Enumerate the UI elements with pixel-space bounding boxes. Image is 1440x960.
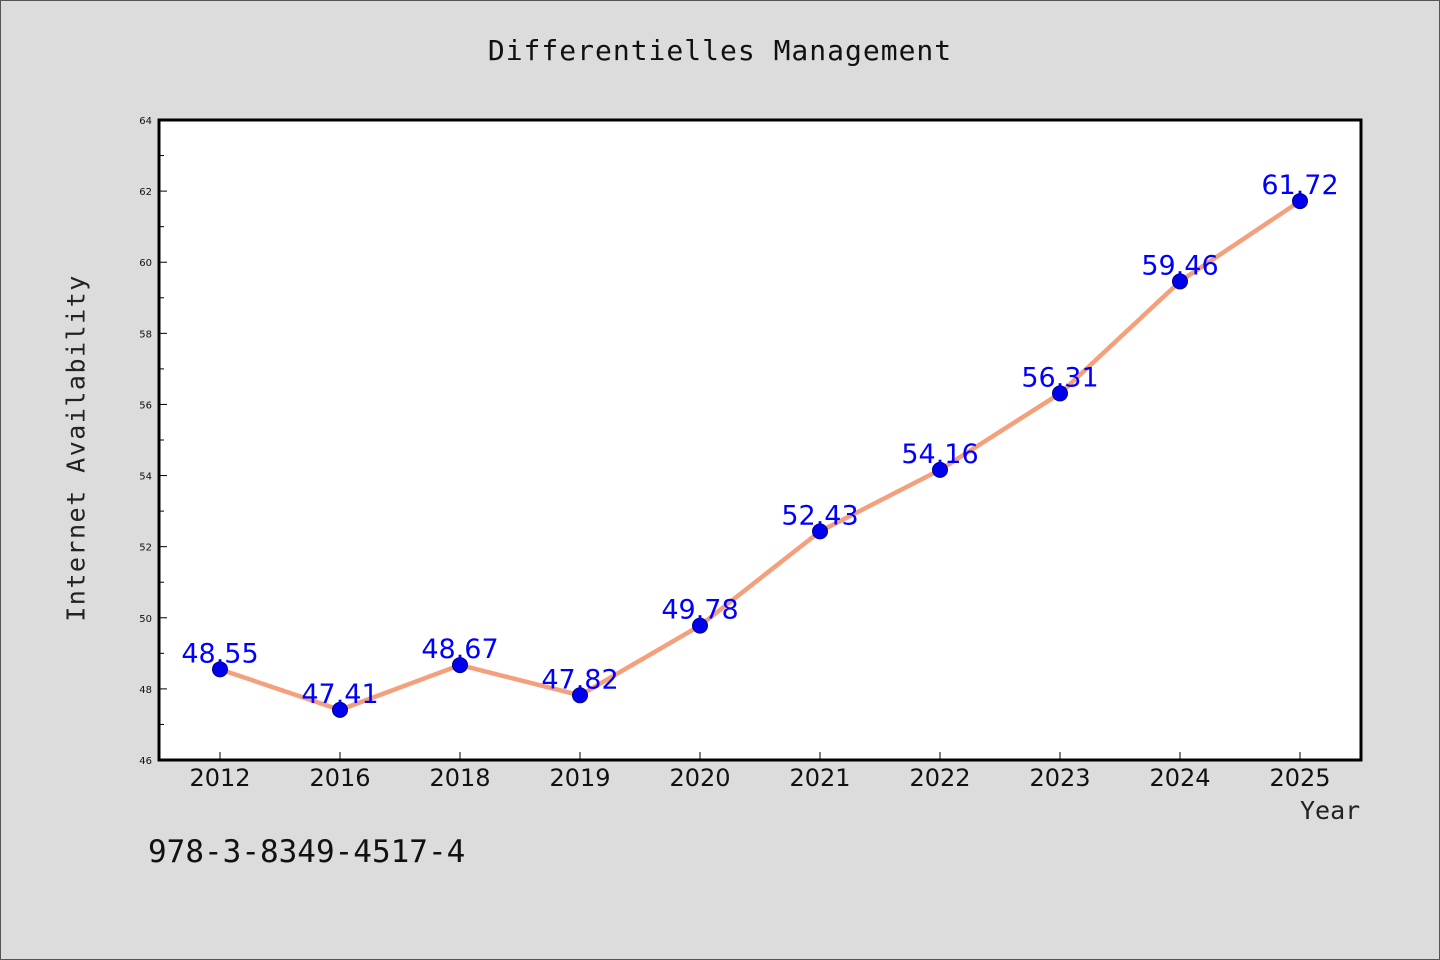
x-tick-label: 2020 [669, 764, 730, 792]
y-tick-label: 50 [139, 614, 152, 625]
y-tick-label: 46 [139, 756, 152, 767]
x-axis-ticks: 2012 2016 2018 2019 2020 2021 2022 2023 2024 2025 [189, 752, 1331, 792]
data-point [212, 661, 228, 678]
x-tick-label: 2021 [789, 764, 850, 792]
data-label: 49.78 [661, 595, 738, 626]
y-tick-label: 48 [139, 685, 152, 696]
series-line [217, 198, 1303, 713]
data-point [812, 523, 828, 540]
y-tick-label: 52 [139, 543, 152, 554]
data-label: 54.16 [901, 439, 978, 470]
data-point [572, 687, 588, 704]
x-tick-label: 2018 [429, 764, 490, 792]
y-tick-label: 64 [139, 116, 152, 127]
plot-area [157, 118, 1363, 762]
x-tick-label: 2019 [549, 764, 610, 792]
data-point [1052, 385, 1068, 402]
x-tick-label: 2025 [1269, 764, 1330, 792]
data-label: 48.55 [181, 638, 258, 669]
data-label: 47.41 [301, 679, 378, 710]
x-tick-label: 2024 [1149, 764, 1210, 792]
data-labels: 48.55 47.41 48.67 47.82 49.78 52.43 54.16 56.31… [181, 170, 1338, 710]
data-label: 48.67 [421, 634, 498, 665]
y-tick-label: 58 [139, 329, 152, 340]
x-tick-label: 2012 [189, 764, 250, 792]
y-tick-label: 56 [139, 400, 152, 411]
x-axis-title: Year [1300, 796, 1361, 825]
x-tick-label: 2023 [1029, 764, 1090, 792]
data-label: 52.43 [781, 500, 858, 531]
data-label: 59.46 [1141, 250, 1218, 281]
data-point [692, 617, 708, 634]
data-label: 47.82 [541, 664, 618, 695]
data-point [452, 657, 468, 674]
y-tick-label: 62 [139, 187, 152, 198]
y-tick-label: 54 [139, 472, 152, 483]
data-point [932, 461, 948, 478]
isbn-footnote: 978-3-8349-4517-4 [148, 834, 466, 870]
data-label: 56.31 [1021, 362, 1098, 393]
data-point [1292, 193, 1308, 210]
x-tick-label: 2016 [309, 764, 370, 792]
y-axis-title: Internet Availability [61, 274, 91, 622]
data-point [332, 701, 348, 718]
series-markers [212, 193, 1308, 718]
y-axis-ticks: 46 48 50 52 54 56 58 60 62 64 [139, 116, 167, 767]
chart-title: Differentielles Management [487, 34, 953, 67]
data-label: 61.72 [1261, 170, 1338, 201]
x-tick-label: 2022 [909, 764, 970, 792]
data-point [1172, 273, 1188, 290]
y-tick-label: 60 [139, 258, 152, 269]
